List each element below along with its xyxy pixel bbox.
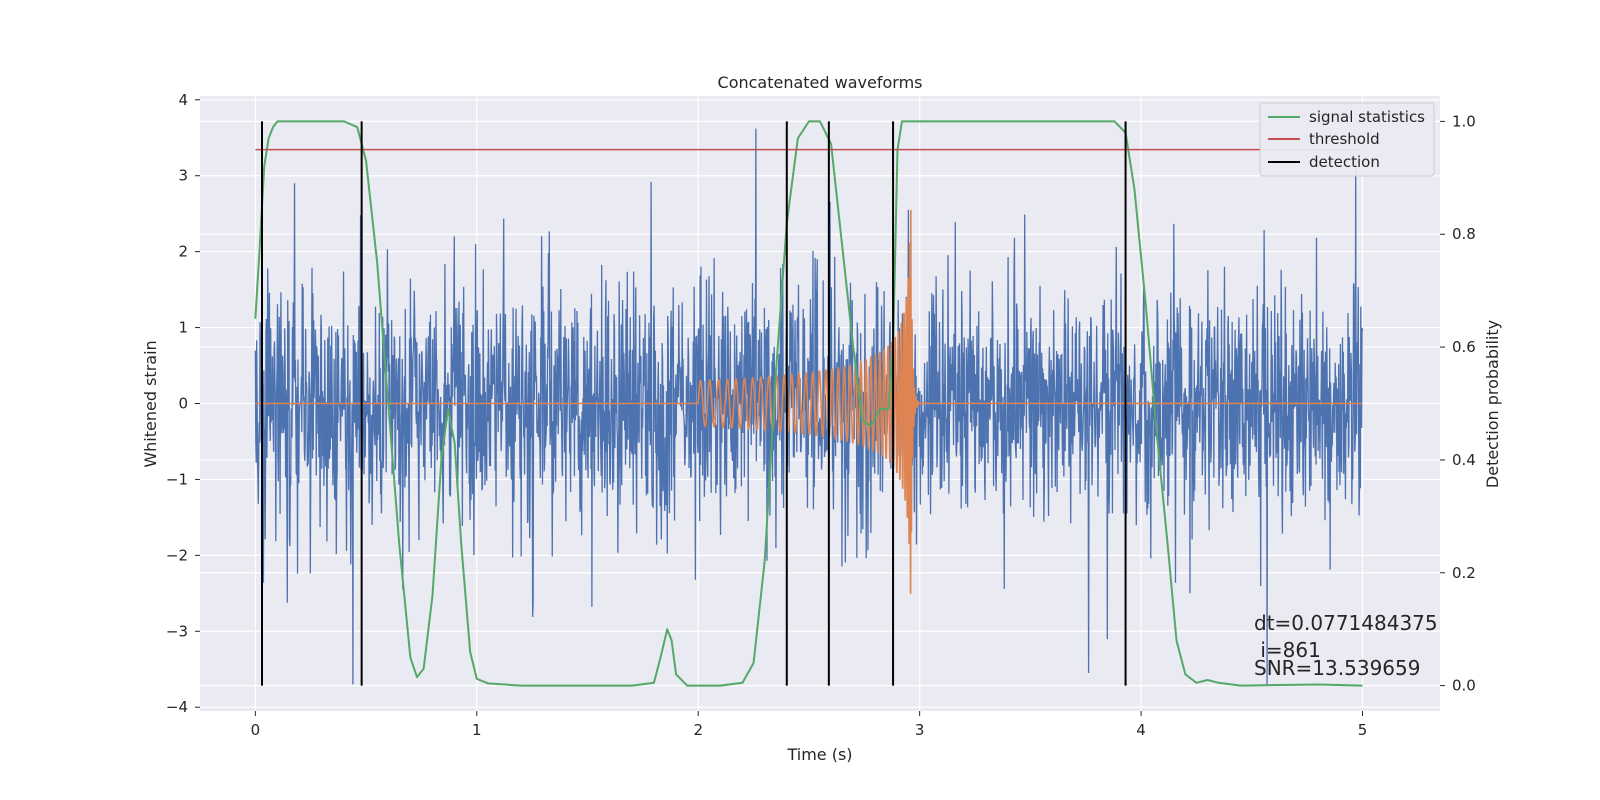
annotation-i: i=861 bbox=[1254, 638, 1321, 662]
signal-statistics-line bbox=[254, 120, 1363, 687]
x-tick-label: 4 bbox=[1136, 721, 1146, 739]
detection-series bbox=[261, 121, 1127, 686]
y2-tick-label: 0.8 bbox=[1452, 225, 1476, 243]
signal-statistics-series bbox=[254, 120, 1363, 687]
annotation-dt: dt=0.0771484375 bbox=[1254, 611, 1438, 635]
y-tick-label: −1 bbox=[166, 470, 188, 488]
ticks: 0 1 2 3 4 5 −4 −3 −2 −1 0 1 2 3 4 0.0 0.2 0.4 0.6 0.8 1.0 bbox=[166, 91, 1476, 739]
y-tick-label: 1 bbox=[178, 319, 188, 337]
injection-line bbox=[255, 209, 1363, 594]
y2-axis-label: Detection probability bbox=[1483, 320, 1502, 488]
x-tick-label: 2 bbox=[693, 721, 703, 739]
y-tick-label: 2 bbox=[178, 243, 188, 261]
y2-tick-label: 0.2 bbox=[1452, 564, 1476, 582]
strain-line bbox=[254, 128, 1364, 686]
legend: signal statistics threshold detection bbox=[1259, 102, 1435, 177]
strain-series bbox=[254, 128, 1364, 686]
y-tick-label: −3 bbox=[166, 622, 188, 640]
y2-tick-label: 1.0 bbox=[1452, 112, 1476, 130]
legend-box bbox=[1259, 102, 1435, 177]
annotation-snr: SNR=13.539659 bbox=[1254, 656, 1420, 680]
x-axis-label: Time (s) bbox=[786, 745, 852, 764]
legend-label-signal-statistics: signal statistics bbox=[1309, 108, 1425, 126]
x-tick-label: 1 bbox=[472, 721, 482, 739]
y-tick-label: −2 bbox=[166, 546, 188, 564]
y-tick-label: 0 bbox=[178, 395, 188, 413]
y-tick-label: 4 bbox=[178, 91, 188, 109]
x-tick-label: 3 bbox=[915, 721, 925, 739]
y-tick-label: 3 bbox=[178, 167, 188, 185]
y2-tick-label: 0.0 bbox=[1452, 677, 1476, 695]
y2-tick-label: 0.6 bbox=[1452, 338, 1476, 356]
y2-tick-label: 0.4 bbox=[1452, 451, 1476, 469]
legend-label-threshold: threshold bbox=[1309, 130, 1380, 148]
x-tick-label: 0 bbox=[251, 721, 261, 739]
y-axis-label: Whitened strain bbox=[141, 340, 160, 467]
chart-title: Concatenated waveforms bbox=[718, 73, 923, 92]
y-tick-label: −4 bbox=[166, 698, 188, 716]
injection-series bbox=[255, 209, 1363, 594]
x-tick-label: 5 bbox=[1358, 721, 1368, 739]
legend-label-detection: detection bbox=[1309, 153, 1380, 171]
